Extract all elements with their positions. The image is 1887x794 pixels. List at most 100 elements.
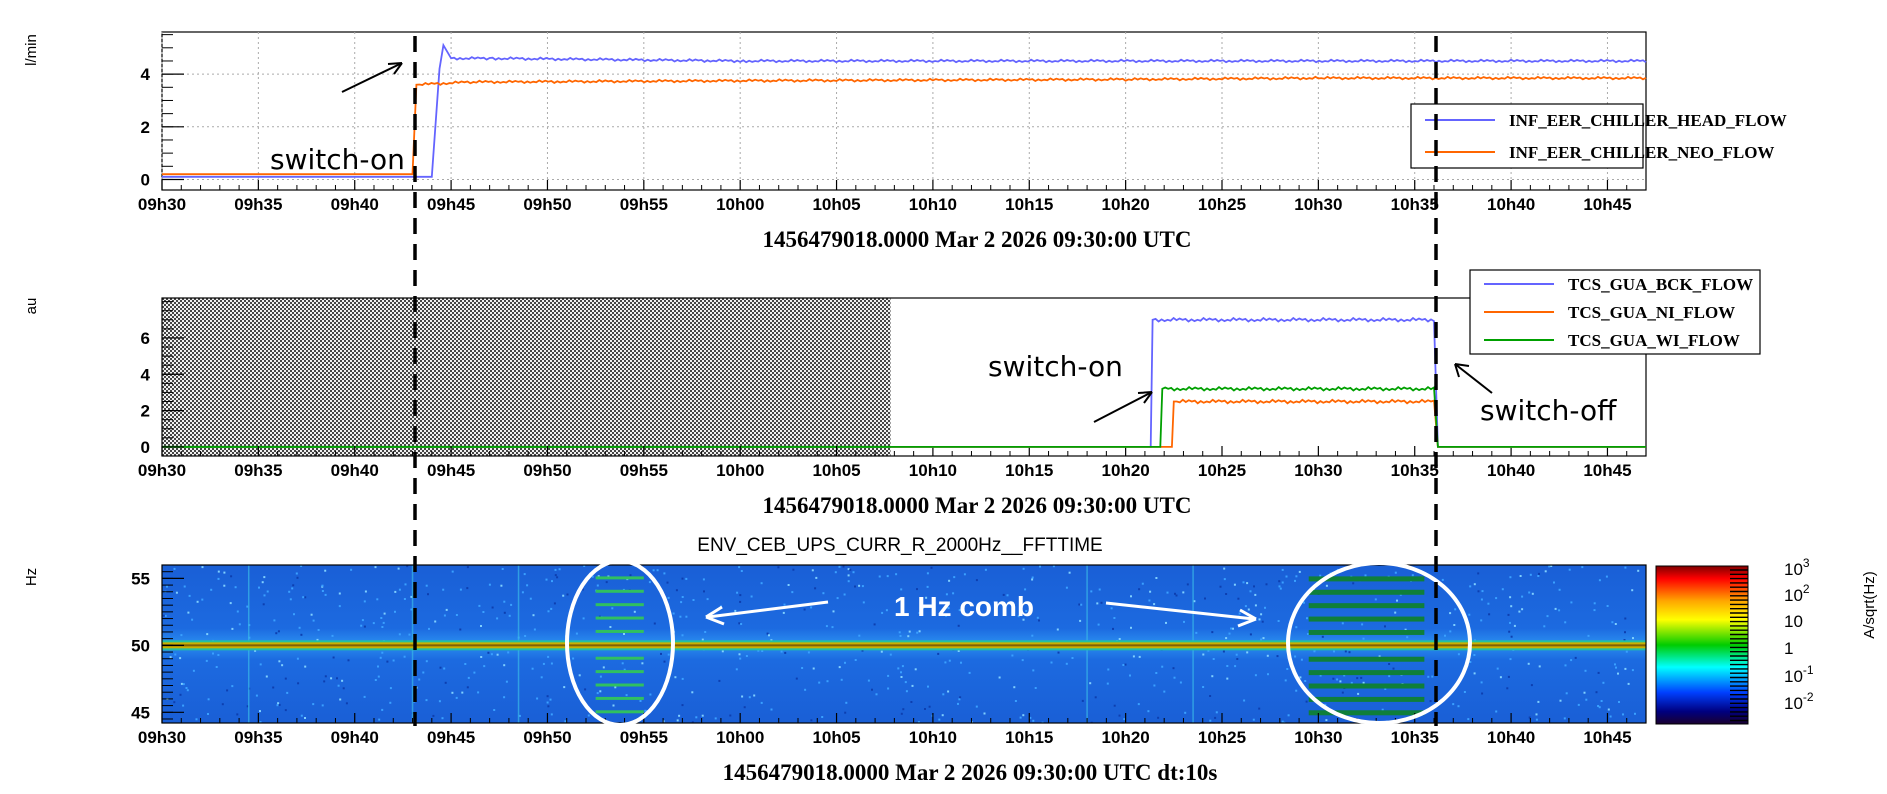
p3-noise-pixel	[331, 634, 334, 637]
p3-noise-pixel	[1161, 665, 1164, 668]
p3-noise-pixel	[1535, 718, 1538, 721]
p3-noise-pixel	[428, 627, 430, 630]
p3-noise-pixel	[1294, 579, 1296, 582]
p3-noise-pixel	[397, 567, 400, 570]
p3-noise-pixel	[704, 631, 707, 633]
p3-noise-pixel	[1153, 603, 1156, 606]
p3-noise-pixel	[815, 576, 818, 579]
p3-noise-pixel	[1431, 675, 1434, 678]
p3-noise-pixel	[1209, 695, 1212, 697]
p3-noise-pixel	[1467, 718, 1470, 721]
p1-xtick-label: 09h50	[523, 195, 571, 214]
p3-noise-pixel	[948, 659, 951, 662]
p3-noise-pixel	[1510, 605, 1513, 608]
p3-noise-pixel	[1094, 696, 1097, 699]
p3-noise-pixel	[1452, 703, 1455, 706]
p3-noise-pixel	[554, 568, 557, 571]
p3-noise-pixel	[1480, 598, 1483, 601]
p3-noise-pixel	[862, 601, 865, 604]
p3-noise-pixel	[739, 600, 742, 603]
p1-legend	[1410, 103, 1644, 169]
p3-noise-pixel	[404, 583, 407, 586]
p3-noise-pixel	[223, 571, 226, 574]
p3-noise-pixel	[1034, 687, 1037, 689]
p3-comb-harmonic	[1308, 616, 1425, 622]
p3-noise-pixel	[564, 720, 567, 723]
p3-noise-pixel	[916, 631, 919, 634]
p3-xtick-label: 09h50	[523, 728, 571, 747]
p3-noise-pixel	[706, 598, 709, 601]
p3-noise-pixel	[734, 609, 737, 612]
p3-noise-pixel	[1253, 585, 1255, 588]
p3-noise-pixel	[215, 666, 218, 668]
p3-noise-pixel	[277, 702, 280, 705]
p3-noise-pixel	[953, 576, 956, 579]
p3-noise-pixel	[1173, 676, 1176, 679]
p3-noise-pixel	[1019, 716, 1022, 719]
p3-noise-pixel	[849, 568, 852, 571]
p3-noise-pixel	[296, 576, 299, 579]
p3-noise-pixel	[1195, 631, 1198, 634]
p3-noise-pixel	[1528, 591, 1531, 594]
p3-noise-pixel	[293, 613, 295, 616]
p3-noise-pixel	[389, 687, 392, 690]
p3-noise-pixel	[804, 688, 807, 691]
p3-noise-pixel	[272, 686, 275, 689]
p3-noise-pixel	[1468, 613, 1471, 616]
p3-noise-pixel	[1236, 658, 1239, 660]
p2-ytick-label: 0	[141, 438, 150, 457]
p3-noise-pixel	[284, 709, 287, 712]
p3-noise-pixel	[1593, 602, 1596, 605]
p3-noise-pixel	[842, 565, 845, 568]
p3-noise-pixel	[377, 665, 379, 668]
p1-xtick-label: 10h35	[1391, 195, 1439, 214]
p3-noise-pixel	[1078, 603, 1081, 606]
p3-noise-pixel	[1518, 610, 1521, 613]
p1-xtick-label: 10h15	[1005, 195, 1053, 214]
p3-noise-pixel	[410, 608, 413, 611]
p3-x-axis-title: 1456479018.0000 Mar 2 2026 09:30:00 UTC …	[723, 760, 1218, 785]
p3-noise-pixel	[1157, 716, 1160, 719]
p3-noise-pixel	[900, 676, 903, 678]
p3-noise-pixel	[1564, 664, 1567, 667]
p3-noise-pixel	[278, 660, 281, 663]
p3-noise-pixel	[1214, 716, 1217, 719]
p3-noise-pixel	[1336, 678, 1339, 681]
p2-switch-off-arrowhead	[1454, 363, 1470, 378]
p3-noise-pixel	[1298, 570, 1301, 573]
p3-noise-pixel	[1388, 675, 1391, 678]
p2-ytick-label: 6	[141, 329, 150, 348]
p3-noise-pixel	[743, 706, 746, 709]
p3-noise-pixel	[212, 652, 214, 655]
p3-noise-pixel	[1211, 631, 1214, 634]
p3-noise-pixel	[623, 668, 626, 671]
p2-xtick-label: 10h05	[812, 461, 860, 480]
p3-frame	[161, 564, 1647, 724]
p3-noise-pixel	[1163, 690, 1166, 693]
p1-ytick-label: 4	[141, 65, 151, 84]
p3-noise-pixel	[542, 662, 545, 665]
p3-noise-pixel	[1266, 654, 1269, 657]
p1-xtick-label: 09h40	[331, 195, 379, 214]
p3-noise-pixel	[639, 700, 642, 702]
p1-xtick-label: 09h45	[427, 195, 475, 214]
p3-noise-pixel	[1258, 707, 1261, 710]
p2-ytick-label: 2	[141, 402, 150, 421]
p2-series-line	[890, 316, 1646, 448]
p3-noise-pixel	[1508, 630, 1511, 633]
p3-noise-pixel	[490, 653, 493, 656]
p3-noise-pixel	[562, 594, 565, 597]
p3-noise-pixel	[602, 666, 605, 669]
p3-noise-pixel	[345, 702, 348, 705]
p3-noise-pixel	[546, 701, 549, 704]
p1-xtick-label: 09h30	[138, 195, 186, 214]
p3-noise-pixel	[1600, 700, 1603, 702]
p3-noise-pixel	[599, 675, 602, 678]
p2-xtick-label: 10h25	[1198, 461, 1246, 480]
p3-noise-pixel	[718, 679, 721, 682]
p3-noise-pixel	[510, 603, 513, 606]
p3-noise-pixel	[442, 588, 445, 591]
p3-noise-pixel	[324, 675, 327, 678]
p3-noise-pixel	[739, 594, 742, 597]
p3-noise-pixel	[464, 663, 467, 665]
